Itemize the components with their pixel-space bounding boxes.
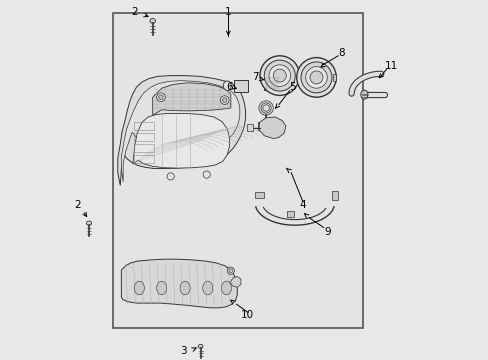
Text: 2: 2: [74, 200, 80, 210]
Circle shape: [258, 101, 273, 115]
Text: 3: 3: [180, 346, 186, 356]
Polygon shape: [121, 259, 237, 308]
Text: 9: 9: [324, 227, 330, 237]
Bar: [113, 13, 363, 328]
Circle shape: [220, 96, 228, 104]
Ellipse shape: [203, 281, 212, 295]
Ellipse shape: [134, 281, 144, 295]
Text: 5: 5: [288, 82, 295, 92]
Circle shape: [296, 58, 336, 97]
Bar: [134, 122, 153, 130]
Circle shape: [263, 105, 269, 111]
Circle shape: [301, 62, 331, 93]
Text: 2: 2: [131, 6, 138, 17]
Ellipse shape: [287, 77, 295, 87]
Bar: [286, 211, 294, 217]
Polygon shape: [118, 76, 245, 185]
Bar: [247, 124, 253, 131]
Circle shape: [264, 60, 295, 91]
Ellipse shape: [86, 221, 91, 225]
Circle shape: [273, 69, 285, 82]
Bar: [234, 80, 247, 92]
Circle shape: [268, 65, 290, 86]
Polygon shape: [152, 83, 230, 115]
Bar: [134, 155, 153, 163]
Circle shape: [222, 98, 226, 102]
Polygon shape: [258, 117, 285, 139]
Circle shape: [227, 267, 234, 274]
Bar: [258, 122, 273, 130]
Ellipse shape: [198, 344, 203, 348]
Text: 7: 7: [252, 72, 258, 82]
Ellipse shape: [150, 18, 155, 23]
Ellipse shape: [156, 281, 166, 295]
Text: 10: 10: [241, 310, 254, 320]
Ellipse shape: [360, 90, 367, 99]
Bar: [332, 74, 336, 81]
Text: 11: 11: [384, 60, 397, 71]
Circle shape: [260, 56, 299, 95]
Circle shape: [309, 71, 322, 84]
Polygon shape: [133, 113, 229, 168]
Ellipse shape: [221, 281, 231, 295]
Bar: [331, 191, 337, 200]
Text: 8: 8: [338, 48, 345, 58]
Circle shape: [159, 95, 163, 99]
Bar: [134, 144, 153, 152]
Text: 1: 1: [224, 6, 231, 17]
Text: 6: 6: [226, 82, 232, 92]
Circle shape: [156, 93, 165, 102]
Bar: [134, 133, 153, 141]
Ellipse shape: [180, 281, 190, 295]
Bar: [255, 192, 264, 198]
Circle shape: [261, 103, 270, 113]
Text: 4: 4: [299, 200, 305, 210]
Bar: [264, 75, 280, 90]
Ellipse shape: [223, 81, 231, 90]
Circle shape: [305, 67, 326, 88]
Polygon shape: [230, 276, 241, 287]
Polygon shape: [121, 81, 239, 182]
